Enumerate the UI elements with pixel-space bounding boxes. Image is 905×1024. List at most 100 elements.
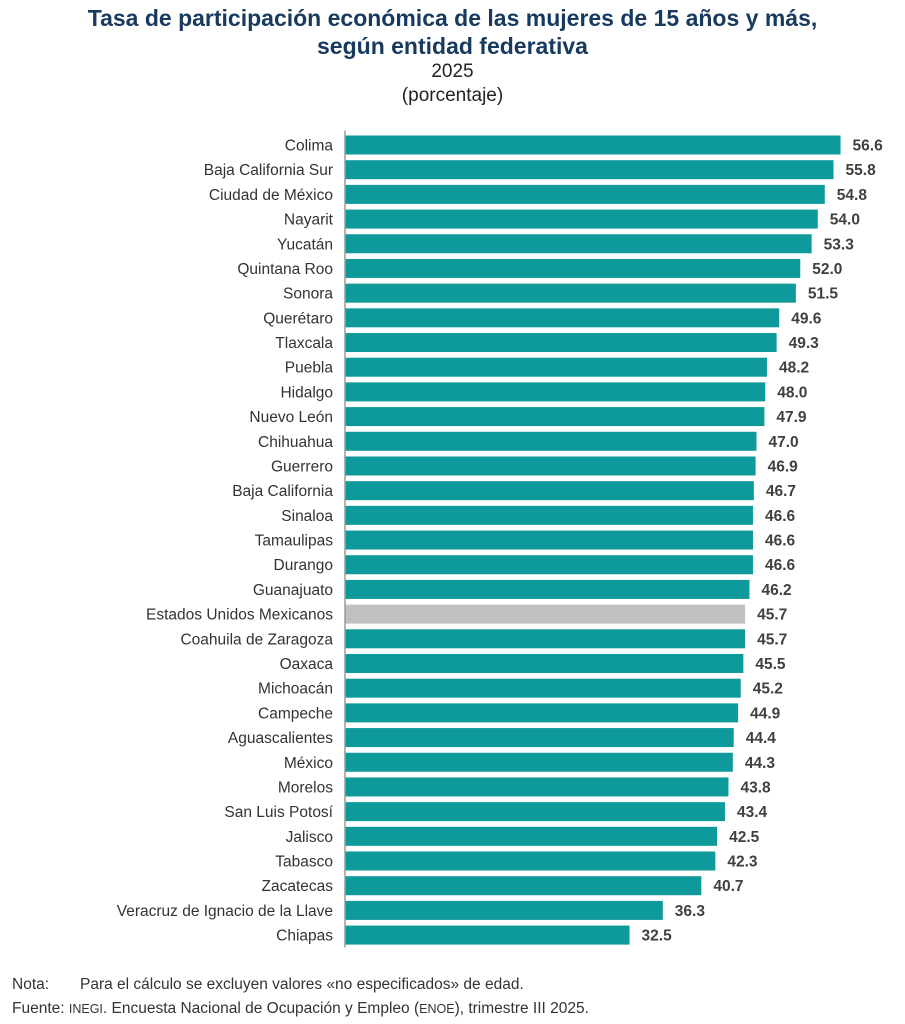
bar [345,555,753,575]
bar [345,579,750,599]
category-label: Querétaro [263,310,333,327]
bar [345,160,834,180]
value-label: 45.2 [753,681,783,698]
bar [345,752,733,772]
bar [345,234,812,254]
bar-chart: Colima 56.6 Baja California Sur 55.8 Ciudad … [117,130,883,948]
value-label: 43.4 [737,804,768,821]
bar [345,678,741,698]
bar [345,184,825,204]
category-label: Guerrero [271,458,333,475]
value-label: 49.3 [789,335,820,352]
value-label: 46.6 [765,533,796,550]
category-label: Zacatecas [261,878,333,895]
category-label: Chihuahua [258,434,333,451]
category-label: Veracruz de Ignacio de la Llave [117,903,333,920]
value-label: 46.2 [761,582,791,599]
value-label: 48.0 [777,384,807,401]
value-label: 49.6 [791,310,822,327]
source-line: Fuente: INEGI. Encuesta Nacional de Ocup… [12,1000,589,1017]
category-label: Yucatán [277,236,333,253]
value-label: 46.7 [766,483,796,500]
value-label: 45.7 [757,631,787,648]
category-label: Ciudad de México [209,187,333,204]
bar [345,728,734,748]
category-label: Tabasco [275,854,333,871]
bar [345,925,630,945]
category-label: Morelos [278,779,333,796]
chart-year: 2025 [431,61,474,82]
category-label: Campeche [258,705,333,722]
value-label: 52.0 [812,261,842,278]
bar [345,876,702,896]
category-label: Guanajuato [253,582,333,599]
category-label: Tamaulipas [255,533,334,550]
value-label: 55.8 [846,162,877,179]
category-label: Coahuila de Zaragoza [180,631,333,648]
title-line-2: según entidad federativa [317,33,588,59]
value-label: 44.3 [745,755,776,772]
bar [345,900,663,920]
chart-title: Tasa de participación económica de las m… [0,4,905,60]
bar [345,308,780,328]
value-label: 53.3 [824,236,855,253]
value-label: 51.5 [808,286,839,303]
value-label: 44.9 [750,705,781,722]
category-label: Nayarit [284,212,334,229]
bar [345,703,739,723]
bar [345,431,757,451]
bar [345,135,841,155]
bar [345,209,818,229]
value-label: 46.6 [765,557,796,574]
category-label: Puebla [285,360,334,377]
value-label: 48.2 [779,360,809,377]
bar [345,283,796,303]
category-label: Baja California Sur [204,162,333,179]
category-label: Sonora [283,286,333,303]
value-label: 40.7 [713,878,743,895]
bar [345,777,729,797]
value-label: 44.4 [746,730,777,747]
category-label: Michoacán [258,681,333,698]
value-label: 42.3 [727,854,758,871]
value-label: 45.7 [757,607,787,624]
bar [345,653,744,673]
value-label: 32.5 [642,928,673,945]
notes: Nota: Para el cálculo se excluyen valores… [12,973,589,1021]
category-label: Jalisco [286,829,333,846]
category-label: México [284,755,333,772]
category-label: San Luis Potosí [224,804,333,821]
bar [345,333,777,353]
category-label: Nuevo León [249,409,333,426]
value-label: 47.0 [768,434,798,451]
category-label: Quintana Roo [237,261,333,278]
note-line: Nota: Para el cálculo se excluyen valores… [12,976,524,993]
value-label: 43.8 [740,779,771,796]
category-label: Sinaloa [281,508,333,525]
bar [345,826,718,846]
bar [345,456,756,476]
bar [345,530,753,550]
bar [345,505,753,525]
category-label: Chiapas [276,928,333,945]
bar [345,407,765,427]
value-label: 46.9 [768,458,799,475]
category-label: Durango [274,557,333,574]
value-label: 47.9 [776,409,807,426]
title-line-1: Tasa de participación económica de las m… [87,5,818,31]
bar [345,604,746,624]
value-label: 45.5 [755,656,786,673]
value-label: 54.8 [837,187,868,204]
category-label: Tlaxcala [275,335,333,352]
chart-unit: (porcentaje) [401,85,504,106]
bar [345,851,716,871]
bar [345,802,725,822]
value-label: 36.3 [675,903,706,920]
value-label: 54.0 [830,212,860,229]
category-label: Colima [285,138,334,155]
category-label: Baja California [232,483,333,500]
value-label: 42.5 [729,829,760,846]
category-label: Oaxaca [280,656,334,673]
value-label: 46.6 [765,508,796,525]
category-label: Hidalgo [280,384,333,401]
